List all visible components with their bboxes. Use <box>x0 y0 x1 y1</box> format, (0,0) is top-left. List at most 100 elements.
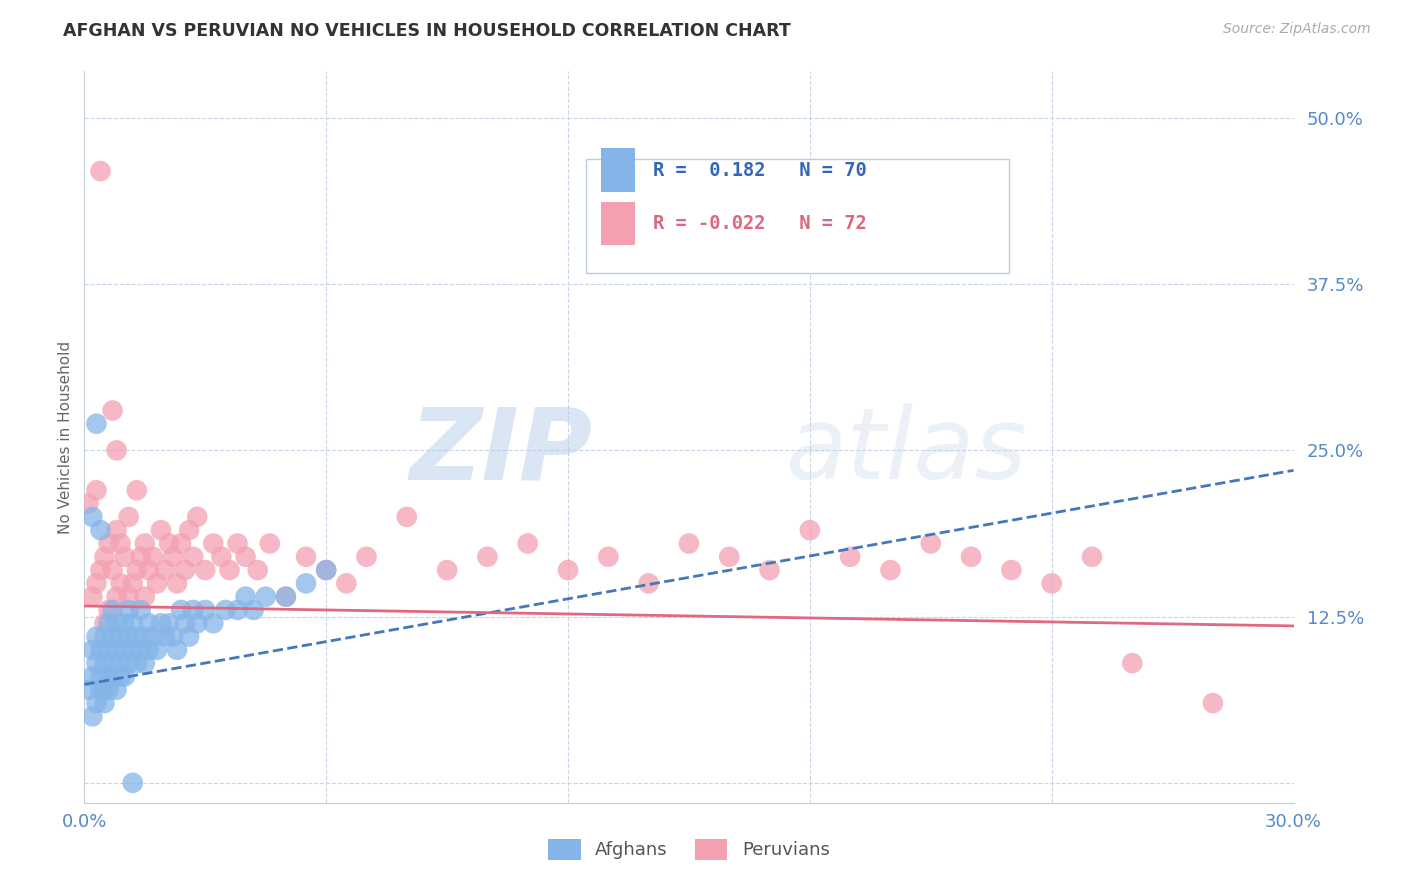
Point <box>226 536 249 550</box>
Point <box>718 549 741 564</box>
Point <box>97 669 120 683</box>
Point <box>134 656 156 670</box>
Point <box>1202 696 1225 710</box>
Point <box>105 616 128 631</box>
Point <box>82 709 104 723</box>
Point <box>134 590 156 604</box>
Point <box>138 643 160 657</box>
Point <box>114 616 136 631</box>
Text: AFGHAN VS PERUVIAN NO VEHICLES IN HOUSEHOLD CORRELATION CHART: AFGHAN VS PERUVIAN NO VEHICLES IN HOUSEH… <box>63 22 792 40</box>
Point <box>142 630 165 644</box>
Point <box>637 576 659 591</box>
Point <box>157 536 180 550</box>
Point <box>105 643 128 657</box>
Point <box>516 536 538 550</box>
Point <box>110 536 132 550</box>
Point <box>226 603 249 617</box>
Point <box>153 563 176 577</box>
Point <box>118 630 141 644</box>
Point <box>118 590 141 604</box>
Point <box>335 576 357 591</box>
Y-axis label: No Vehicles in Household: No Vehicles in Household <box>58 341 73 533</box>
Point <box>179 630 201 644</box>
Point <box>93 616 115 631</box>
Point <box>1081 549 1104 564</box>
Point <box>114 549 136 564</box>
Point <box>678 536 700 550</box>
Point <box>110 630 132 644</box>
Point <box>1040 576 1063 591</box>
Point <box>174 563 197 577</box>
Point <box>121 576 143 591</box>
Point <box>89 643 111 657</box>
Point <box>101 563 124 577</box>
Text: R =  0.182   N = 70: R = 0.182 N = 70 <box>652 161 866 179</box>
Point <box>89 563 111 577</box>
Point <box>162 630 184 644</box>
Point <box>121 643 143 657</box>
Point <box>97 603 120 617</box>
Point <box>105 682 128 697</box>
Point <box>105 443 128 458</box>
Point <box>77 682 100 697</box>
Point <box>134 630 156 644</box>
Point <box>149 523 172 537</box>
Point <box>799 523 821 537</box>
Point <box>82 669 104 683</box>
Point <box>86 630 108 644</box>
Point <box>97 616 120 631</box>
Point <box>82 590 104 604</box>
Text: Source: ZipAtlas.com: Source: ZipAtlas.com <box>1223 22 1371 37</box>
Point <box>89 682 111 697</box>
Point <box>101 669 124 683</box>
Point <box>82 643 104 657</box>
Point <box>209 549 232 564</box>
Point <box>101 630 124 644</box>
Point <box>138 563 160 577</box>
Point <box>89 523 111 537</box>
Point <box>920 536 942 550</box>
Point <box>125 656 148 670</box>
Point <box>121 776 143 790</box>
Point <box>1121 656 1143 670</box>
Point <box>118 656 141 670</box>
Point <box>246 563 269 577</box>
Point <box>242 603 264 617</box>
Point <box>134 536 156 550</box>
Point <box>259 536 281 550</box>
Legend: Afghans, Peruvians: Afghans, Peruvians <box>541 831 837 867</box>
Point <box>218 563 240 577</box>
Point <box>110 576 132 591</box>
Point <box>86 483 108 498</box>
Point <box>181 603 204 617</box>
Point <box>436 563 458 577</box>
Point <box>295 576 318 591</box>
Point <box>356 549 378 564</box>
Point <box>86 576 108 591</box>
Point <box>93 656 115 670</box>
Point <box>295 549 318 564</box>
Point <box>274 590 297 604</box>
Point <box>960 549 983 564</box>
Point <box>93 682 115 697</box>
Point <box>194 563 217 577</box>
Point <box>186 509 208 524</box>
Point <box>89 669 111 683</box>
Point <box>114 643 136 657</box>
Point <box>477 549 499 564</box>
Point <box>149 616 172 631</box>
Point <box>129 643 152 657</box>
Point <box>235 590 257 604</box>
Point <box>166 576 188 591</box>
Point <box>174 616 197 631</box>
Point <box>110 669 132 683</box>
Point <box>598 549 620 564</box>
Point <box>146 643 169 657</box>
Point <box>153 630 176 644</box>
Point <box>86 696 108 710</box>
Bar <box>600 148 634 192</box>
Point <box>105 523 128 537</box>
Point <box>97 536 120 550</box>
Point <box>170 536 193 550</box>
FancyBboxPatch shape <box>586 159 1010 273</box>
